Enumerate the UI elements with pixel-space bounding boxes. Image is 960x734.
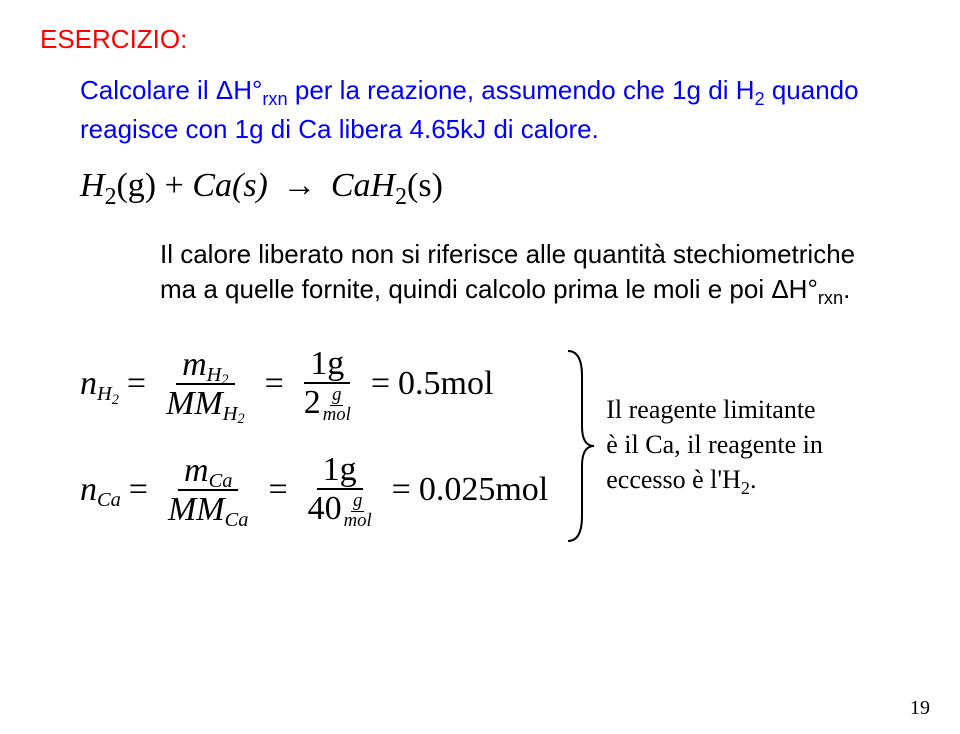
page-number: 19 [910,697,930,720]
mm-sub-2: 2 [237,411,244,427]
prompt-sub-rxn: rxn [262,89,287,109]
exercise-prompt: Calcolare il ΔH°rxn per la reazione, ass… [80,73,920,147]
frac-1g-2: 1g 2gmol [298,345,357,425]
limit-3b: . [750,465,757,494]
m-sub-ca: Ca [209,470,233,492]
frac-mh2: mH2 MMH2 [160,346,251,423]
frac-mca: mCa MMCa [162,452,254,529]
limit-1: Il reagente limitante [606,395,815,424]
prompt-h2-sub: 2 [754,89,764,109]
num-mca: mCa [178,452,238,491]
n-sub-ca: Ca [97,489,121,512]
slide-page: ESERCIZIO: Calcolare il ΔH°rxn per la re… [0,0,960,734]
eq-1: = [127,365,146,403]
n-sub-h: H [97,383,112,405]
den-mmca: MMCa [162,491,254,528]
exercise-title: ESERCIZIO: [40,24,920,55]
rxn-plus: + [165,167,184,204]
unit-g-1: g [330,386,343,406]
explanation: Il calore liberato non si riferisce alle… [160,237,880,311]
rxn-s: (s) [407,167,443,204]
nCa-label: nCa [80,471,121,509]
rxn-h-sub: 2 [105,184,117,210]
prompt-text-2: per la reazione, assumendo che 1g di H [288,75,755,105]
rxn-h: H [80,167,105,204]
rxn-cah-sub: 2 [395,184,407,210]
unit-gmol-2: gmol [344,492,372,530]
eq-2: = [265,365,284,403]
result-05mol: 0.5mol [398,365,493,403]
limit-3a: eccesso è l'H [606,465,741,494]
val-1g-2: 1g [323,451,357,488]
eq-4: = [129,471,148,509]
den-40gmol: 40gmol [302,490,378,530]
n-sub: H2 [97,383,119,406]
num-mh2: mH2 [176,346,234,385]
mm-sub-ca: Ca [225,509,249,531]
m-sub-h: H [207,364,222,386]
unit-gmol-1: gmol [323,386,351,424]
lower-block: nH2 = mH2 MMH2 = 1g 2gmol = 0.5mol nCa [80,340,920,552]
num-1g: 1g [304,345,350,384]
den-2gmol: 2gmol [298,384,357,424]
m-sym-2: m [184,452,209,489]
num-1g-2: 1g [317,451,363,490]
den-mmh2: MMH2 [160,385,251,422]
limit-2: è il Ca, il reagente in [606,430,823,459]
unit-mol-2: mol [344,512,372,531]
limit-3-sub: 2 [741,478,750,498]
m-sub-2: 2 [221,372,228,388]
mm-sub: H2 [223,403,245,425]
brace-icon [556,346,596,546]
val-1g: 1g [310,345,344,382]
result-0025mol: 0.025mol [419,471,548,509]
unit-mol-1: mol [323,406,351,425]
calc-row-h2: nH2 = mH2 MMH2 = 1g 2gmol = 0.5mol [80,340,548,428]
val-2: 2 [304,384,321,421]
rxn-arrow: → [282,167,316,204]
mm-sym: MM [166,385,223,422]
eq-3: = [371,365,390,403]
nH2-label: nH2 [80,365,119,403]
mm-sym-2: MM [168,491,225,528]
rxn-g: (g) [116,167,156,204]
calc-column: nH2 = mH2 MMH2 = 1g 2gmol = 0.5mol nCa [80,340,548,552]
explain-sub: rxn [818,288,843,308]
rxn-cah: CaH [331,167,395,204]
eq-5: = [268,471,287,509]
rxn-ca: Ca(s) [192,167,268,204]
eq-6: = [392,471,411,509]
m-sub: H2 [207,364,229,386]
n-sym: n [80,365,97,403]
prompt-text-1: Calcolare il ΔH° [80,75,262,105]
mm-sub-h: H [223,403,238,425]
val-40: 40 [308,490,342,527]
limiting-reagent-text: Il reagente limitante è il Ca, il reagen… [606,392,823,501]
reaction-equation: H2(g) + Ca(s) → CaH2(s) [80,167,920,211]
calc-row-ca: nCa = mCa MMCa = 1g 40gmol = 0.025mol [80,446,548,534]
brace-block: Il reagente limitante è il Ca, il reagen… [556,346,823,546]
m-sym: m [182,346,207,383]
frac-1g-40: 1g 40gmol [302,451,378,531]
unit-g-2: g [351,492,364,512]
n-sym-2: n [80,471,97,509]
prompt-line-2: reagisce con 1g di Ca libera 4.65kJ di c… [80,114,599,144]
explain-1: Il calore liberato non si riferisce alle… [160,239,855,269]
explain-2a: ma a quelle fornite, quindi calcolo prim… [160,274,818,304]
explain-2b: . [843,274,850,304]
prompt-text-3: quando [765,75,859,105]
n-sub-2: 2 [112,392,119,408]
